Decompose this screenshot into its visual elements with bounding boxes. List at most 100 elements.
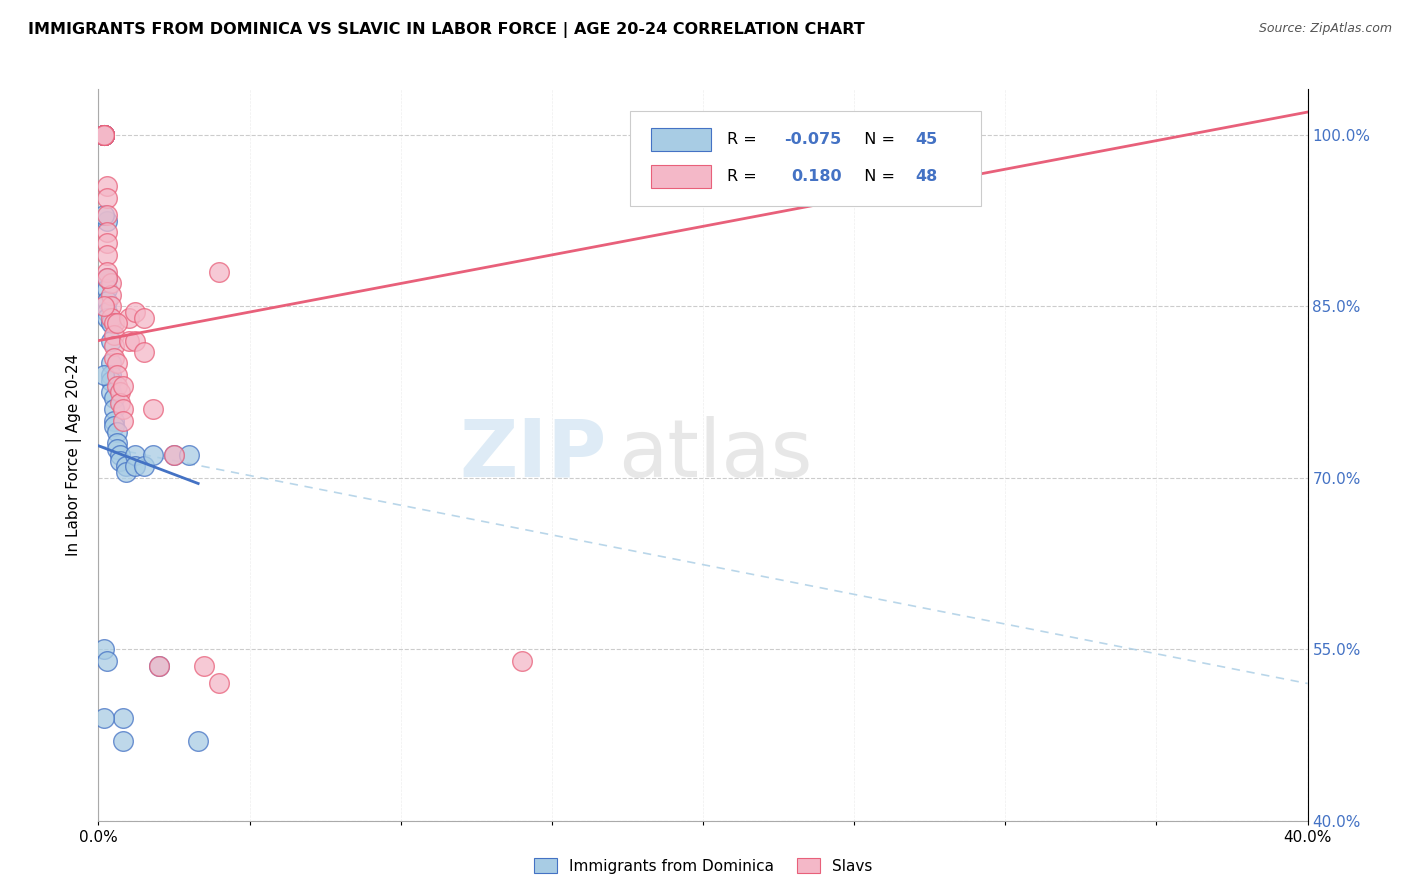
Point [510,654,533,668]
Point [93,368,115,382]
Point [111,414,134,428]
Point [96,213,118,227]
Point [93,128,115,142]
Bar [651,128,711,152]
Point [118,310,141,325]
Point [100,288,122,302]
Legend: Immigrants from Dominica, Slavs: Immigrants from Dominica, Slavs [527,852,879,880]
Point [103,414,125,428]
Point [132,310,155,325]
Point [100,299,122,313]
Point [96,179,118,194]
Point [124,448,146,462]
Y-axis label: In Labor Force | Age 20-24: In Labor Force | Age 20-24 [66,354,83,556]
Point [93,299,115,313]
Point [100,368,122,382]
Point [96,191,118,205]
Point [96,208,118,222]
Point [103,419,125,434]
Point [96,654,118,668]
Point [132,345,155,359]
Point [108,453,131,467]
Text: R =: R = [727,132,762,147]
Point [114,465,136,479]
Point [124,305,146,319]
Point [111,379,134,393]
Point [93,128,115,142]
Point [118,334,141,348]
Point [105,436,128,450]
Point [105,356,128,370]
Point [208,676,231,690]
Point [105,379,128,393]
Point [142,448,165,462]
Point [163,448,186,462]
Text: 45: 45 [915,132,938,147]
Point [93,128,115,142]
Point [96,310,118,325]
Point [108,385,131,400]
Point [108,448,131,462]
Point [105,317,128,331]
Point [100,385,122,400]
Point [100,310,122,325]
Point [124,459,146,474]
Point [208,265,231,279]
Point [148,659,170,673]
Point [100,374,122,388]
Point [111,402,134,417]
Point [93,128,115,142]
Point [100,356,122,370]
Point [105,442,128,457]
Point [103,317,125,331]
Point [124,334,146,348]
Point [111,733,134,747]
Text: ZIP: ZIP [458,416,606,494]
Point [103,391,125,405]
Text: 0.180: 0.180 [792,169,842,184]
Text: N =: N = [855,169,900,184]
Point [132,459,155,474]
Point [93,208,115,222]
Point [96,236,118,251]
Text: Source: ZipAtlas.com: Source: ZipAtlas.com [1258,22,1392,36]
Point [103,339,125,353]
Point [100,334,122,348]
Point [96,225,118,239]
Point [96,270,118,285]
Point [93,711,115,725]
Point [96,265,118,279]
Text: R =: R = [727,169,768,184]
Point [103,327,125,342]
Point [105,425,128,439]
Point [103,351,125,365]
Point [96,305,118,319]
Point [93,128,115,142]
Point [96,248,118,262]
Text: IMMIGRANTS FROM DOMINICA VS SLAVIC IN LABOR FORCE | AGE 20-24 CORRELATION CHART: IMMIGRANTS FROM DOMINICA VS SLAVIC IN LA… [28,22,865,38]
Point [100,277,122,291]
Point [142,402,165,417]
Point [93,128,115,142]
Point [93,128,115,142]
Point [96,293,118,308]
Point [103,402,125,417]
Point [163,448,186,462]
Point [179,448,201,462]
Point [187,733,209,747]
Point [193,659,215,673]
Point [96,282,118,296]
Point [100,317,122,331]
Point [93,128,115,142]
Point [93,128,115,142]
Point [93,128,115,142]
Point [93,128,115,142]
Point [93,128,115,142]
Point [111,711,134,725]
Point [108,396,131,410]
FancyBboxPatch shape [630,112,981,206]
Text: -0.075: -0.075 [785,132,841,147]
Point [93,642,115,657]
Point [96,270,118,285]
Text: N =: N = [855,132,900,147]
